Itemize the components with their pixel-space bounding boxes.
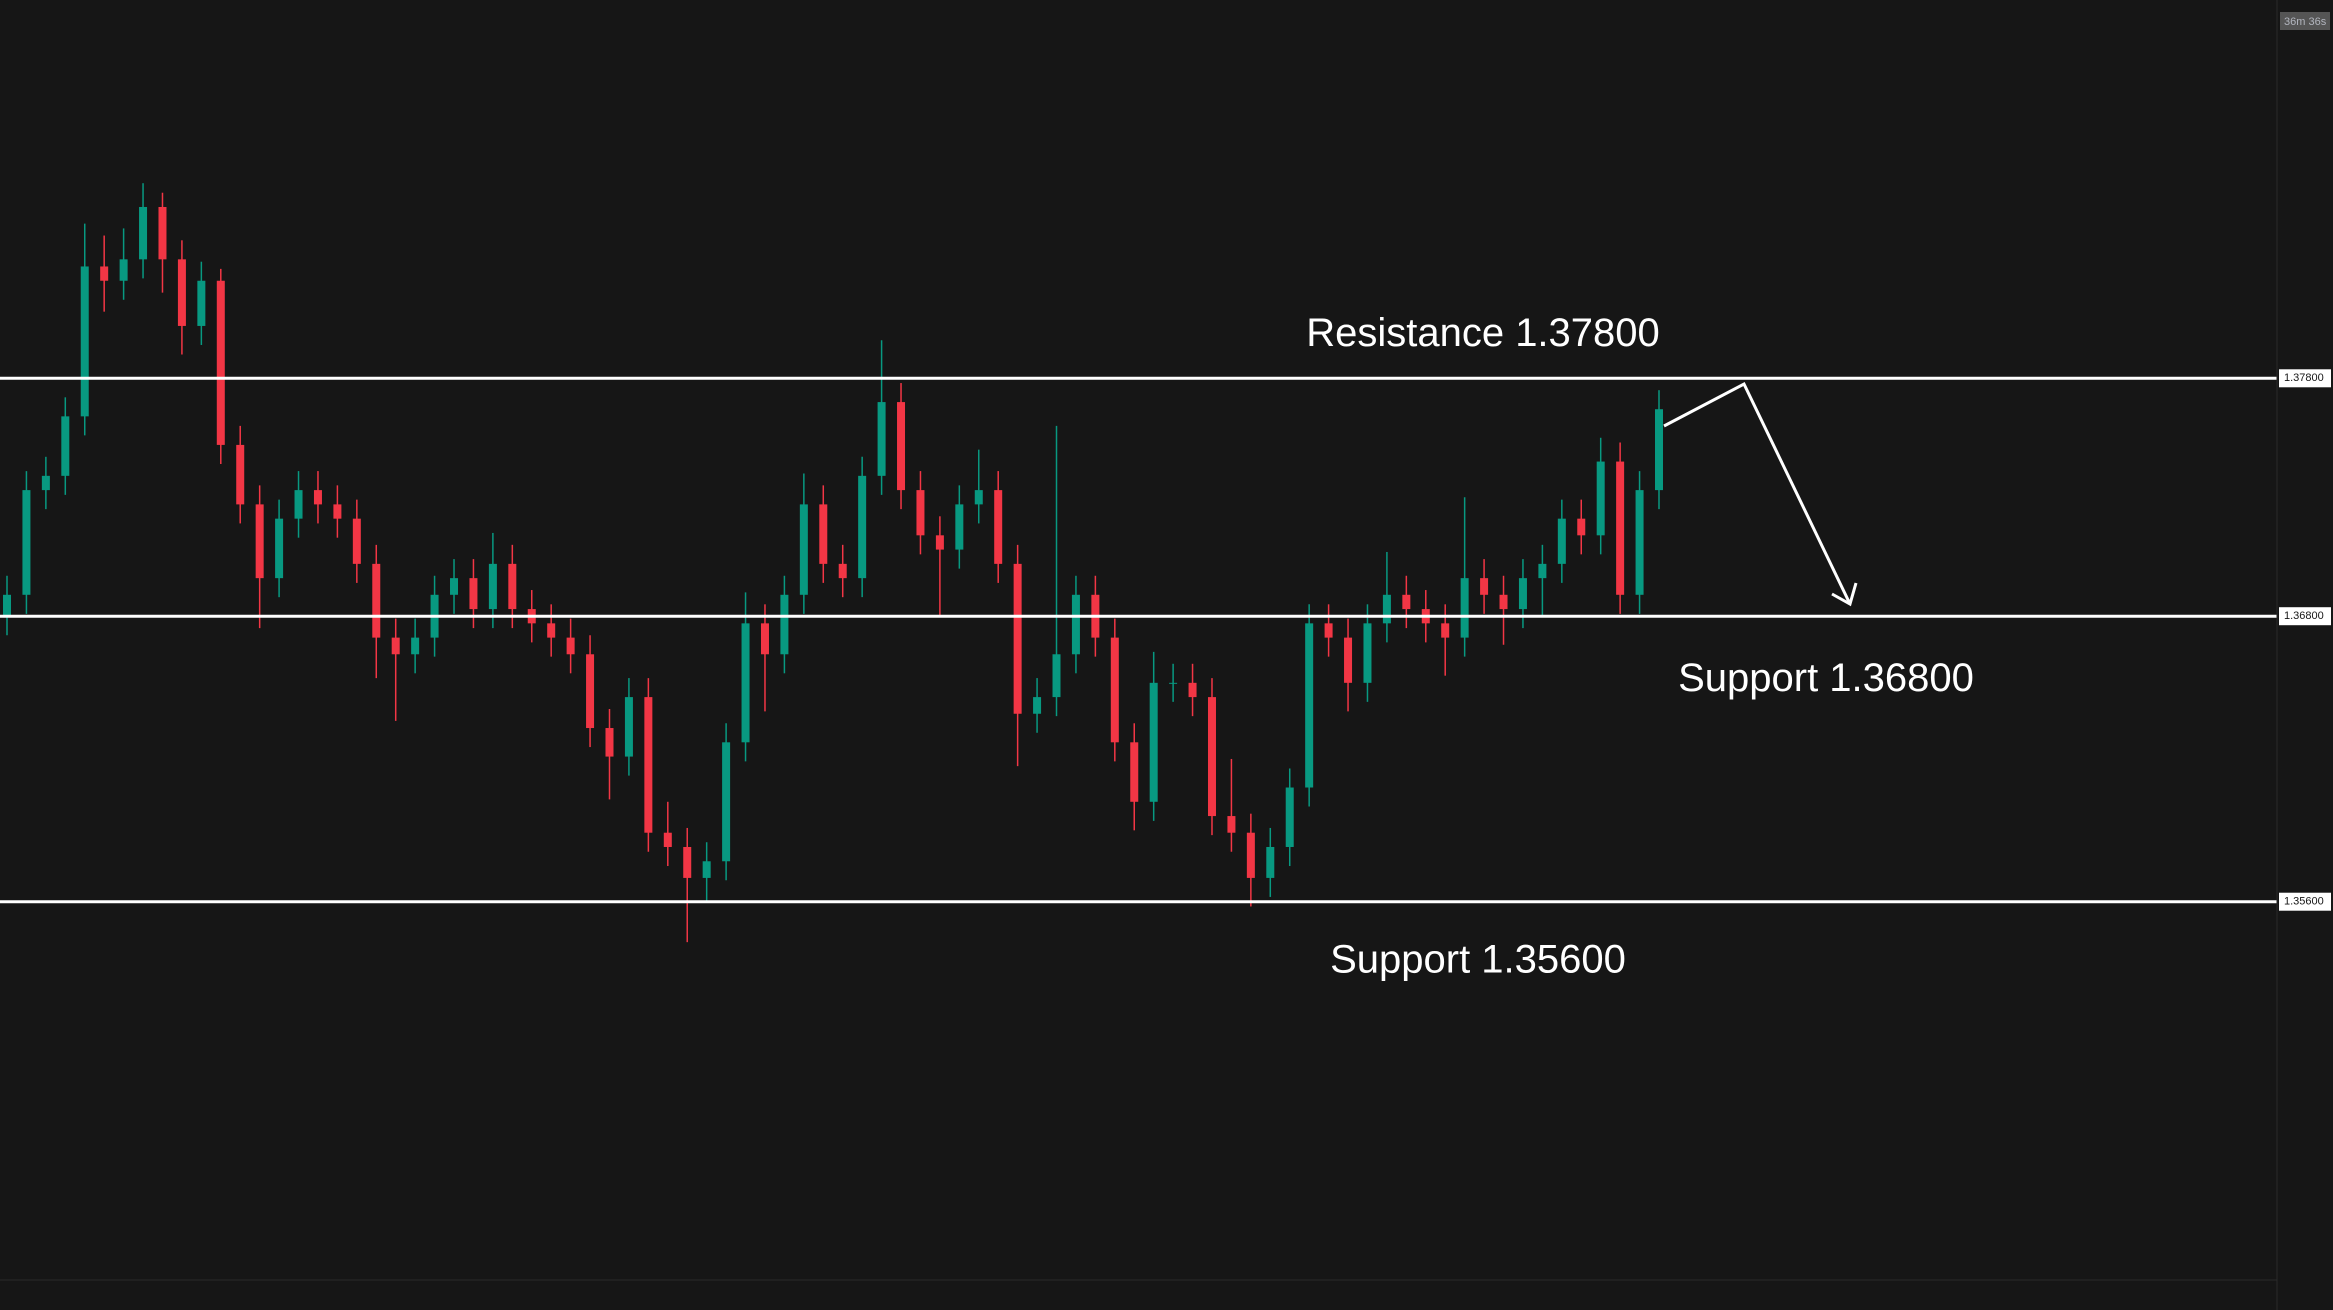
candle-body	[1324, 623, 1333, 638]
candle-body	[1071, 594, 1080, 655]
candle-body	[275, 518, 284, 579]
candle-body	[119, 259, 128, 281]
candle-body	[158, 206, 167, 260]
candle-body	[858, 475, 867, 579]
candle-body	[1460, 578, 1469, 638]
levels: Resistance 1.37800 Support 1.36800 Support…	[0, 311, 2277, 981]
candle-body	[1207, 697, 1216, 817]
candle-body	[294, 490, 303, 519]
candle-body	[1538, 563, 1547, 579]
candle-body	[1363, 623, 1372, 683]
candle-body	[313, 490, 322, 505]
candle-body	[216, 280, 225, 445]
candle-body	[1033, 697, 1042, 714]
candle-body	[605, 728, 614, 757]
level-badge	[2279, 607, 2331, 626]
candle-body	[1344, 637, 1353, 683]
candle-body	[236, 444, 245, 505]
candle-body	[799, 504, 808, 595]
candle-body	[1169, 682, 1178, 684]
candle-body	[488, 563, 497, 610]
candle-body	[1052, 654, 1061, 698]
candle-body	[372, 563, 381, 638]
candle-body	[1188, 682, 1197, 698]
axes: 1.37800 1.36800 1.35600	[2279, 369, 2331, 911]
candle-body	[819, 504, 828, 564]
candle-body	[566, 637, 575, 655]
candle-body	[1149, 682, 1158, 802]
arrow-head	[1831, 582, 1858, 607]
candle-body	[663, 832, 672, 847]
candle-body	[1577, 518, 1586, 536]
candle-body	[450, 578, 459, 595]
candle-body	[1655, 409, 1663, 491]
candle-body	[624, 697, 633, 757]
candle-body	[1518, 578, 1527, 610]
level-label: 1.37800	[2284, 372, 2324, 384]
candle-body	[1227, 816, 1236, 833]
candle-body	[897, 402, 906, 491]
countdown-badge	[2280, 12, 2330, 30]
candle-body	[877, 402, 886, 476]
candle-body	[1013, 563, 1022, 714]
candle-body	[333, 504, 342, 519]
candle-body	[1382, 594, 1391, 624]
candle-body	[139, 206, 148, 260]
candle-body	[974, 490, 983, 505]
level-annotation: Support 1.36800	[1678, 656, 1974, 700]
candle-body	[41, 475, 50, 491]
candle-body	[1480, 578, 1489, 595]
candle-body	[1266, 846, 1275, 878]
level-annotation: Support 1.35600	[1330, 937, 1626, 981]
candle-body	[935, 535, 944, 550]
candle-body	[955, 504, 964, 550]
candle-body	[197, 280, 206, 326]
candle-body	[1402, 594, 1411, 610]
candle-body	[1499, 594, 1508, 610]
candle-body	[1110, 637, 1119, 743]
candle-body	[22, 490, 31, 595]
candle-body	[547, 623, 556, 638]
candle-body	[994, 490, 1003, 564]
candle-body	[760, 623, 769, 655]
candle-body	[1616, 461, 1625, 595]
candle-body	[391, 637, 400, 655]
candle-body	[1305, 623, 1314, 788]
candle-body	[100, 266, 109, 281]
candle-body	[1441, 623, 1450, 638]
candle-body	[1285, 787, 1294, 847]
candle-body	[1246, 832, 1255, 878]
level-badge	[2279, 369, 2331, 388]
candle-body	[80, 266, 89, 417]
candle-body	[916, 490, 925, 536]
candle-body	[838, 563, 847, 579]
candle-body	[411, 637, 420, 655]
candle-body	[255, 504, 264, 579]
candle-body	[683, 846, 692, 878]
candle-body	[586, 654, 595, 729]
candle-body	[780, 594, 789, 655]
level-annotation: Resistance 1.37800	[1306, 311, 1660, 355]
level-label: 1.35600	[2284, 896, 2324, 908]
level-label: 1.36800	[2284, 610, 2324, 622]
candle-body	[1635, 490, 1644, 595]
candle-body	[1557, 518, 1566, 564]
candle-body	[352, 518, 361, 564]
candle-body	[644, 697, 653, 833]
candle-body	[741, 623, 750, 743]
candle-body	[177, 259, 186, 326]
candle-body	[702, 861, 711, 878]
candle-body	[469, 578, 478, 610]
countdown: 36m 36s	[2284, 16, 2327, 28]
candle-body	[722, 742, 731, 862]
projection-arrow	[1663, 381, 1852, 605]
candle-body	[1596, 461, 1605, 536]
candle-body	[61, 416, 70, 476]
candle-body	[508, 563, 517, 610]
candle-body	[1130, 742, 1139, 802]
level-badge	[2279, 892, 2331, 911]
candle-body	[3, 594, 11, 617]
